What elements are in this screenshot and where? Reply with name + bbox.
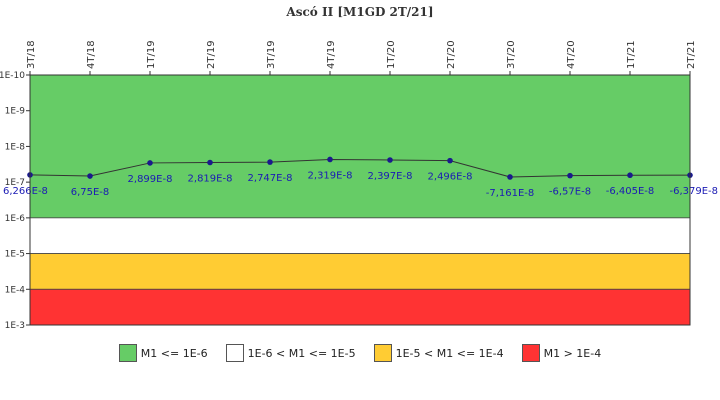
legend-label: M1 <= 1E-6 xyxy=(140,346,208,360)
data-label: -7,161E-8 xyxy=(486,188,535,199)
x-tick-label: 3T/19 xyxy=(266,40,277,69)
legend-swatch xyxy=(118,344,137,362)
data-points xyxy=(27,156,693,180)
x-tick-label: 1T/21 xyxy=(626,40,637,69)
x-tick-label: 1T/20 xyxy=(386,40,397,69)
data-label: -6,57E-8 xyxy=(549,187,591,198)
x-tick-label: 4T/18 xyxy=(86,40,97,69)
y-tick-label: 1E-3 xyxy=(5,321,25,331)
band-2 xyxy=(29,217,691,254)
data-point xyxy=(507,174,513,180)
x-tick-label: 4T/19 xyxy=(326,40,337,69)
data-label: 6,266E-8 xyxy=(3,186,48,197)
x-tick-label: 3T/18 xyxy=(26,40,37,69)
band-3 xyxy=(29,253,691,290)
legend: M1 <= 1E-6 1E-6 < M1 <= 1E-5 1E-5 < M1 <= … xyxy=(0,344,720,362)
plot-border xyxy=(29,74,691,326)
data-label: -6,405E-8 xyxy=(606,186,655,197)
legend-swatch xyxy=(225,344,244,362)
band-1 xyxy=(29,74,691,219)
data-point xyxy=(267,159,273,165)
legend-item: 1E-6 < M1 <= 1E-5 xyxy=(225,344,356,362)
x-tick-label: 2T/19 xyxy=(206,40,217,69)
chart-title: Ascó II [M1GD 2T/21] xyxy=(285,5,433,19)
data-point xyxy=(147,160,153,166)
y-tick-label: 1E-4 xyxy=(5,285,26,295)
y-tick-label: 1E-9 xyxy=(5,107,26,117)
data-point xyxy=(447,157,453,164)
x-tick-label: 3T/20 xyxy=(506,40,517,69)
x-tick-label: 1T/19 xyxy=(146,40,157,69)
data-point xyxy=(387,157,393,163)
data-label: 6,75E-8 xyxy=(71,187,110,198)
data-label: 2,899E-8 xyxy=(128,174,173,185)
legend-label: 1E-6 < M1 <= 1E-5 xyxy=(247,346,356,360)
y-tick-label: 1E-10 xyxy=(0,71,25,81)
data-label: 2,496E-8 xyxy=(428,172,473,183)
y-tick-label: 1E-5 xyxy=(5,250,25,260)
data-label: 2,747E-8 xyxy=(248,173,293,184)
legend-label: 1E-5 < M1 <= 1E-4 xyxy=(395,346,504,360)
y-tick-label: 1E-8 xyxy=(5,142,26,152)
x-tick-label: 4T/20 xyxy=(566,40,577,69)
data-label: 2,319E-8 xyxy=(308,170,353,181)
series-line xyxy=(29,158,691,178)
data-point xyxy=(87,173,93,179)
legend-swatch xyxy=(521,344,540,362)
y-tick-label: 1E-7 xyxy=(5,178,25,188)
series-polyline xyxy=(29,158,691,178)
legend-swatch xyxy=(373,344,392,362)
data-label: -6,379E-8 xyxy=(669,186,718,197)
x-tick-label: 2T/21 xyxy=(686,40,697,69)
y-tick-label: 1E-6 xyxy=(5,214,26,224)
data-point xyxy=(207,159,213,166)
legend-item: 1E-5 < M1 <= 1E-4 xyxy=(373,344,504,362)
data-point xyxy=(627,172,633,179)
legend-label: M1 > 1E-4 xyxy=(543,346,602,360)
data-point xyxy=(567,172,573,179)
data-labels: 6,266E-8 6,75E-8 2,899E-8 2,819E-8 2,747E-8 2… xyxy=(3,170,718,198)
band-4 xyxy=(29,288,691,326)
legend-item: M1 <= 1E-6 xyxy=(118,344,208,362)
x-axis: 3T/18 4T/18 1T/19 2T/19 3T/19 4T/19 1T/20 2T/20… xyxy=(26,40,697,75)
legend-item: M1 > 1E-4 xyxy=(521,344,602,362)
y-axis: 1E-10 1E-9 1E-8 1E-7 1E-6 1E-5 1E-4 1E-3 xyxy=(0,71,30,331)
x-tick-label: 2T/20 xyxy=(446,40,457,69)
data-point xyxy=(327,156,333,163)
data-label: 2,819E-8 xyxy=(188,174,233,185)
threshold-bands xyxy=(29,74,691,326)
data-label: 2,397E-8 xyxy=(368,171,413,182)
